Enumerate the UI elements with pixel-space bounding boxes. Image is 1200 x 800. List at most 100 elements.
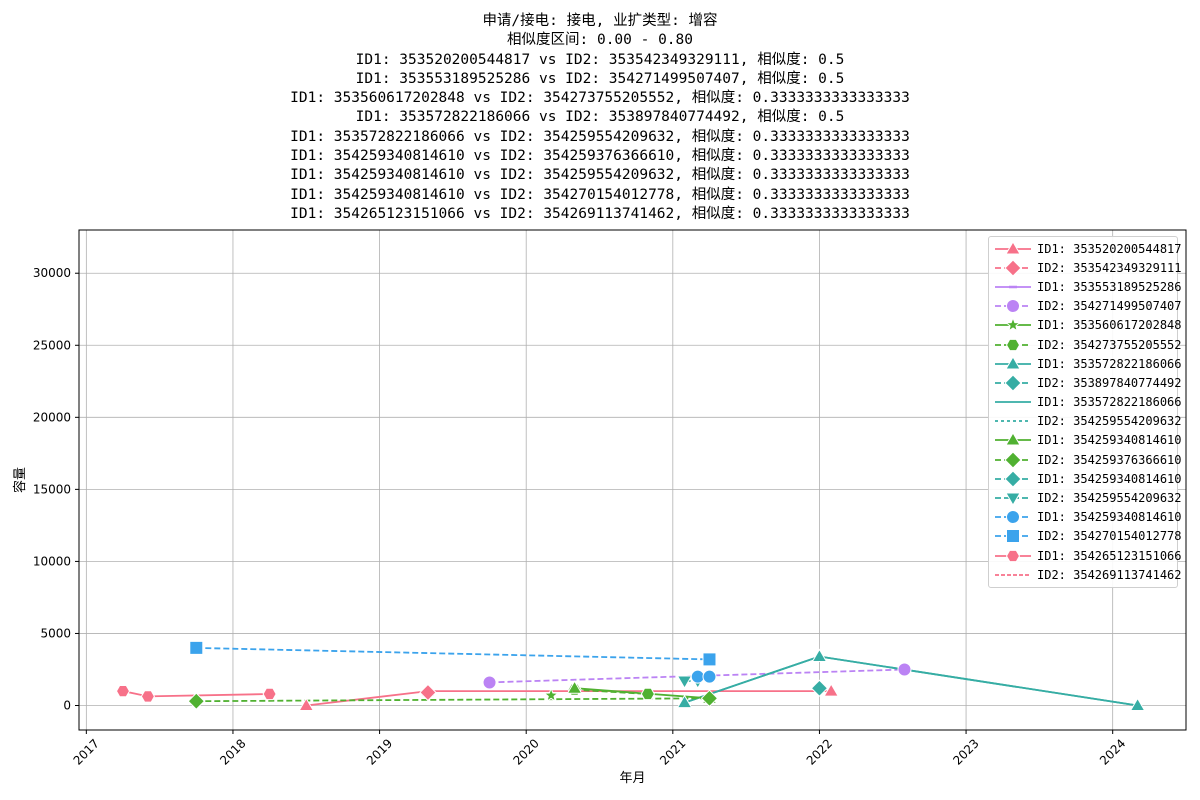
legend-item: ID1: 354259340814610 xyxy=(989,431,1182,450)
legend-swatch xyxy=(995,338,1031,351)
data-point xyxy=(1129,697,1146,712)
data-point xyxy=(1005,432,1021,446)
y-tick-label: 25000 xyxy=(33,338,71,352)
legend-label: ID1: 354259340814610 xyxy=(1037,433,1182,448)
x-tick-label: 2022 xyxy=(804,736,835,767)
data-point xyxy=(1004,451,1022,468)
legend-item: ID1: 354259340814610 xyxy=(989,469,1182,488)
data-point xyxy=(640,687,655,701)
data-point xyxy=(1005,492,1021,507)
series-line xyxy=(196,647,710,661)
y-tick-label: 0 xyxy=(63,699,71,713)
legend-swatch xyxy=(995,451,1031,468)
data-point xyxy=(700,689,719,708)
legend-item: ID1: 354265123151066 xyxy=(989,546,1182,565)
x-tick-label: 2021 xyxy=(657,736,688,767)
legend-label: ID1: 353560617202848 xyxy=(1037,318,1182,333)
data-point xyxy=(140,690,155,703)
x-tick-label: 2019 xyxy=(364,736,395,767)
legend-item: ID1: 353553189525286 xyxy=(989,277,1182,296)
legend-label: ID2: 354271499507407 xyxy=(1037,299,1182,314)
legend-item: ID1: 353560617202848 xyxy=(989,316,1182,335)
legend-swatch xyxy=(995,317,1031,333)
y-tick-label: 30000 xyxy=(33,266,71,280)
data-point xyxy=(897,662,912,677)
legend-item: ID1: 353572822186066 xyxy=(989,354,1182,373)
title-line: ID1: 353572822186066 vs ID2: 35425955420… xyxy=(290,128,910,145)
data-point xyxy=(1004,374,1022,391)
legend-label: ID1: 353572822186066 xyxy=(1037,356,1182,371)
legend-item: ID2: 354271499507407 xyxy=(989,297,1182,316)
legend-swatch xyxy=(995,374,1031,391)
x-tick-label: 2023 xyxy=(950,736,981,767)
legend-swatch xyxy=(995,355,1031,370)
x-tick-label: 2017 xyxy=(71,736,102,767)
data-point xyxy=(115,685,131,698)
legend-label: ID1: 353520200544817 xyxy=(1037,241,1182,256)
legend-label: ID2: 354269113741462 xyxy=(1037,567,1182,582)
legend-swatch xyxy=(995,240,1031,255)
title-line: ID1: 354259340814610 vs ID2: 35425955420… xyxy=(290,167,910,184)
legend-label: ID2: 354259554209632 xyxy=(1037,491,1182,506)
data-point xyxy=(1004,259,1022,276)
data-point xyxy=(676,675,693,690)
title-line: 相似度区间: 0.00 - 0.80 xyxy=(507,32,693,49)
data-point xyxy=(262,687,277,701)
data-point xyxy=(702,669,717,684)
x-tick-label: 2018 xyxy=(217,736,248,767)
data-point xyxy=(1005,549,1021,562)
title-line: ID1: 353572822186066 vs ID2: 35389784077… xyxy=(355,109,845,126)
title-line: 申请/接电: 接电, 业扩类型: 增容 xyxy=(482,13,718,29)
y-tick-label: 20000 xyxy=(33,410,71,424)
title-line: ID1: 353560617202848 vs ID2: 35427375520… xyxy=(290,90,910,107)
legend-label: ID2: 354273755205552 xyxy=(1037,337,1182,352)
legend-swatch xyxy=(995,573,1031,576)
legend: ID1: 353520200544817 ID2: 353542349329111… xyxy=(988,236,1182,589)
legend-swatch xyxy=(995,299,1031,314)
legend-item: ID1: 354259340814610 xyxy=(989,508,1182,527)
legend-item: ID2: 354270154012778 xyxy=(989,527,1182,546)
legend-swatch xyxy=(995,492,1031,507)
x-tick-label: 2020 xyxy=(510,736,541,767)
legend-swatch xyxy=(995,401,1031,403)
legend-swatch xyxy=(995,470,1031,487)
data-point xyxy=(189,640,204,655)
series-line xyxy=(574,688,648,695)
series-line xyxy=(196,697,710,703)
legend-item: ID2: 353897840774492 xyxy=(989,373,1182,392)
legend-swatch xyxy=(995,529,1031,544)
title-line: ID1: 354259340814610 vs ID2: 35425937636… xyxy=(290,148,910,165)
legend-swatch xyxy=(995,420,1031,423)
legend-label: ID2: 353897840774492 xyxy=(1037,375,1182,390)
legend-label: ID2: 354259376366610 xyxy=(1037,452,1182,467)
legend-label: ID1: 353553189525286 xyxy=(1037,279,1182,294)
legend-item: ID1: 353520200544817 xyxy=(989,239,1182,258)
data-point xyxy=(1004,317,1022,333)
title-line: ID1: 353520200544817 vs ID2: 35354234932… xyxy=(355,51,845,68)
legend-label: ID1: 354265123151066 xyxy=(1037,548,1182,563)
title-line: ID1: 354259340814610 vs ID2: 35427015401… xyxy=(290,186,910,203)
y-tick-label: 15000 xyxy=(33,482,71,496)
data-point xyxy=(543,686,560,703)
legend-label: ID1: 353572822186066 xyxy=(1037,395,1182,410)
chart-title: 申请/接电: 接电, 业扩类型: 增容 相似度区间: 0.00 - 0.80 ID1… xyxy=(0,12,1200,224)
legend-item: ID2: 354273755205552 xyxy=(989,335,1182,354)
data-point xyxy=(702,652,717,667)
data-point xyxy=(419,683,437,702)
data-point xyxy=(810,679,829,697)
data-point xyxy=(1004,470,1022,487)
axes-frame xyxy=(78,229,1187,731)
data-point xyxy=(690,669,705,684)
data-point xyxy=(482,675,497,690)
data-point xyxy=(1005,355,1021,370)
data-point xyxy=(1006,529,1020,544)
legend-label: ID1: 354259340814610 xyxy=(1037,471,1182,486)
legend-item: ID2: 353542349329111 xyxy=(989,258,1182,277)
legend-swatch xyxy=(995,432,1031,446)
data-point xyxy=(298,697,315,712)
legend-item: ID2: 354259376366610 xyxy=(989,450,1182,469)
y-tick-label: 10000 xyxy=(33,554,71,568)
legend-item: ID2: 354259554209632 xyxy=(989,412,1182,431)
legend-item: ID2: 354259554209632 xyxy=(989,488,1182,507)
